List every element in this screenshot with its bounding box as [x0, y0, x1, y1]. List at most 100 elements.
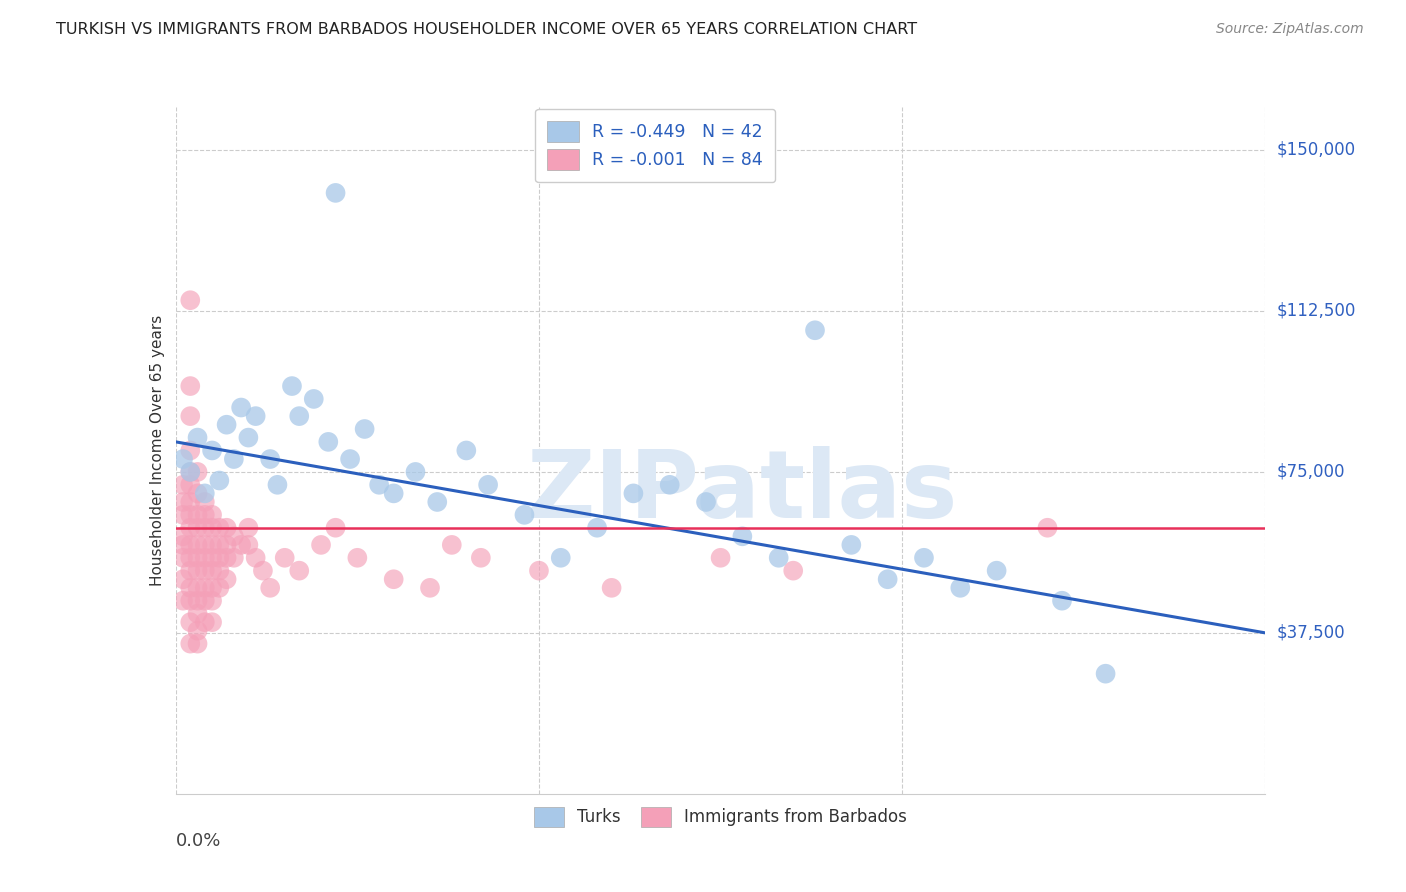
Point	[172, 508, 194, 522]
Point	[274, 550, 297, 565]
Point	[186, 593, 209, 607]
Point	[179, 521, 201, 535]
Point	[288, 409, 311, 423]
Point	[318, 434, 340, 449]
Point	[288, 564, 311, 578]
Point	[405, 465, 427, 479]
Point	[179, 379, 201, 393]
Point	[186, 550, 209, 565]
Text: $37,500: $37,500	[1277, 624, 1346, 642]
Point	[339, 452, 361, 467]
Point	[186, 624, 209, 638]
Point	[382, 486, 405, 500]
Point	[208, 538, 231, 552]
Text: $150,000: $150,000	[1277, 141, 1355, 159]
Point	[245, 409, 267, 423]
Point	[1050, 593, 1073, 607]
Point	[252, 564, 274, 578]
Point	[194, 486, 217, 500]
Point	[201, 508, 224, 522]
Point	[201, 550, 224, 565]
Point	[201, 581, 224, 595]
Point	[281, 379, 304, 393]
Point	[456, 443, 478, 458]
Point	[695, 495, 717, 509]
Point	[231, 538, 253, 552]
Point	[238, 538, 260, 552]
Point	[876, 572, 898, 586]
Point	[382, 572, 405, 586]
Point	[231, 401, 253, 415]
Point	[179, 409, 201, 423]
Point	[470, 550, 492, 565]
Point	[419, 581, 441, 595]
Point	[222, 529, 245, 543]
Point	[208, 581, 231, 595]
Point	[179, 593, 201, 607]
Point	[172, 452, 194, 467]
Point	[215, 550, 238, 565]
Point	[238, 521, 260, 535]
Point	[477, 478, 499, 492]
Point	[179, 538, 201, 552]
Point	[201, 521, 224, 535]
Point	[215, 538, 238, 552]
Point	[179, 465, 201, 479]
Point	[194, 564, 217, 578]
Point	[1036, 521, 1059, 535]
Point	[172, 495, 194, 509]
Point	[186, 607, 209, 621]
Point	[782, 564, 804, 578]
Point	[600, 581, 623, 595]
Text: $75,000: $75,000	[1277, 463, 1346, 481]
Point	[527, 564, 550, 578]
Point	[194, 581, 217, 595]
Point	[179, 293, 201, 308]
Point	[194, 495, 217, 509]
Point	[259, 581, 281, 595]
Point	[266, 478, 288, 492]
Point	[186, 637, 209, 651]
Point	[949, 581, 972, 595]
Point	[179, 465, 201, 479]
Point	[201, 443, 224, 458]
Point	[179, 478, 201, 492]
Y-axis label: Householder Income Over 65 years: Householder Income Over 65 years	[149, 315, 165, 586]
Text: Source: ZipAtlas.com: Source: ZipAtlas.com	[1216, 22, 1364, 37]
Point	[208, 521, 231, 535]
Point	[172, 572, 194, 586]
Legend: Turks, Immigrants from Barbados: Turks, Immigrants from Barbados	[527, 800, 914, 834]
Point	[841, 538, 863, 552]
Point	[208, 550, 231, 565]
Point	[194, 538, 217, 552]
Point	[325, 186, 347, 200]
Point	[179, 581, 201, 595]
Point	[179, 637, 201, 651]
Point	[586, 521, 609, 535]
Point	[186, 431, 209, 445]
Point	[208, 564, 231, 578]
Point	[194, 521, 217, 535]
Point	[172, 550, 194, 565]
Point	[621, 486, 644, 500]
Point	[215, 417, 238, 432]
Point	[194, 593, 217, 607]
Text: ZIPatlas: ZIPatlas	[527, 446, 957, 538]
Point	[912, 550, 935, 565]
Point	[201, 564, 224, 578]
Point	[222, 550, 245, 565]
Point	[201, 615, 224, 630]
Point	[222, 452, 245, 467]
Point	[550, 550, 572, 565]
Text: $112,500: $112,500	[1277, 302, 1355, 320]
Point	[215, 572, 238, 586]
Point	[208, 474, 231, 488]
Point	[179, 495, 201, 509]
Point	[201, 593, 224, 607]
Point	[186, 564, 209, 578]
Point	[186, 486, 209, 500]
Text: TURKISH VS IMMIGRANTS FROM BARBADOS HOUSEHOLDER INCOME OVER 65 YEARS CORRELATION: TURKISH VS IMMIGRANTS FROM BARBADOS HOUS…	[56, 22, 917, 37]
Point	[325, 521, 347, 535]
Point	[179, 564, 201, 578]
Point	[179, 615, 201, 630]
